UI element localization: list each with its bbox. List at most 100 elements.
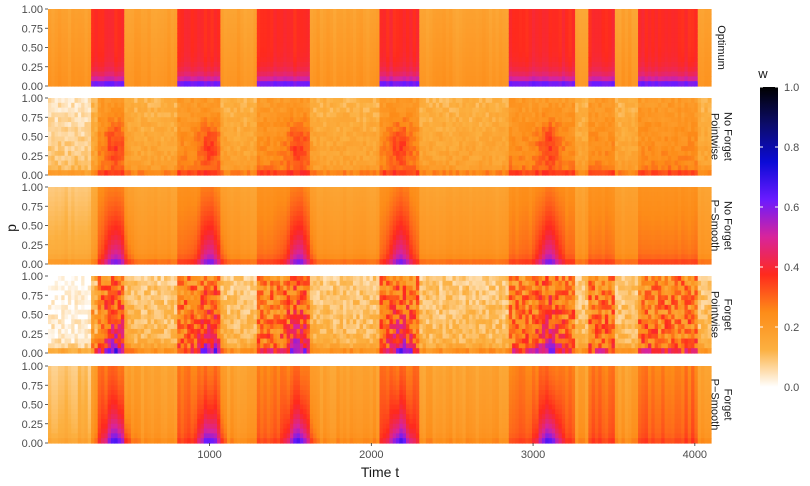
heatmap-cell bbox=[502, 81, 507, 87]
heatmap-cell bbox=[207, 61, 212, 68]
heatmap-cell bbox=[432, 61, 437, 68]
heatmap-cell bbox=[396, 18, 400, 25]
heatmap-cell bbox=[77, 37, 82, 44]
heatmap-cell bbox=[217, 76, 221, 82]
heatmap-cell bbox=[57, 81, 62, 87]
heatmap-cell bbox=[485, 37, 490, 44]
heatmap-cell bbox=[210, 28, 215, 34]
heatmap-cell bbox=[326, 37, 331, 44]
heatmap-cell bbox=[628, 33, 633, 39]
heatmap-cell bbox=[260, 47, 265, 53]
heatmap-cell bbox=[71, 76, 76, 82]
heatmap-cell bbox=[614, 28, 619, 34]
heatmap-cell bbox=[422, 28, 427, 34]
heatmap-cell bbox=[349, 61, 354, 68]
heatmap-cell bbox=[495, 18, 500, 25]
heatmap-cell bbox=[631, 57, 636, 63]
heatmap-cell bbox=[369, 57, 374, 63]
heatmap-cell bbox=[333, 52, 338, 58]
heatmap-cell bbox=[220, 76, 225, 82]
heatmap-cell bbox=[548, 66, 553, 73]
heatmap-cell bbox=[425, 71, 430, 77]
heatmap-cell bbox=[548, 61, 553, 68]
heatmap-cell bbox=[531, 71, 536, 77]
heatmap-cell bbox=[177, 37, 182, 44]
heatmap-cell bbox=[439, 61, 444, 68]
heatmap-cell bbox=[406, 23, 410, 29]
heatmap-cell bbox=[568, 81, 573, 87]
heatmap-cell bbox=[87, 18, 92, 25]
heatmap-cell bbox=[422, 81, 427, 87]
heatmap-cell bbox=[432, 33, 437, 39]
heatmap-cell bbox=[140, 37, 145, 44]
heatmap-cell bbox=[137, 13, 142, 20]
heatmap-cell bbox=[140, 71, 145, 77]
heatmap-cell bbox=[223, 33, 228, 39]
heatmap-cell bbox=[323, 42, 328, 49]
heatmap-cell bbox=[555, 37, 560, 44]
heatmap-cell bbox=[425, 18, 430, 25]
heatmap-cell bbox=[210, 47, 215, 53]
heatmap-cell bbox=[293, 52, 298, 58]
heatmap-cell bbox=[130, 57, 135, 63]
heatmap-cell bbox=[210, 23, 215, 29]
heatmap-cell bbox=[614, 9, 619, 15]
heatmap-cell bbox=[223, 9, 228, 15]
heatmap-cell bbox=[164, 61, 168, 68]
heatmap-cell bbox=[253, 81, 258, 87]
heatmap-cell bbox=[372, 37, 377, 44]
heatmap-cell bbox=[399, 33, 404, 39]
heatmap-cell bbox=[425, 23, 430, 29]
heatmap-cell bbox=[154, 33, 158, 39]
heatmap-cell bbox=[555, 52, 560, 58]
heatmap-cell bbox=[144, 33, 149, 39]
heatmap-cell bbox=[256, 18, 261, 25]
heatmap-cell bbox=[462, 33, 467, 39]
heatmap-cell bbox=[591, 23, 596, 29]
heatmap-cell bbox=[614, 13, 619, 20]
heatmap-cell bbox=[150, 18, 155, 25]
heatmap-cell bbox=[465, 57, 470, 63]
heatmap-cell bbox=[528, 81, 533, 87]
heatmap-cell bbox=[515, 57, 520, 63]
heatmap-cell bbox=[485, 47, 490, 53]
heatmap-cell bbox=[352, 71, 357, 77]
heatmap-cell bbox=[144, 42, 149, 49]
heatmap-cell bbox=[183, 57, 188, 63]
heatmap-cell bbox=[568, 61, 573, 68]
heatmap-cell bbox=[84, 13, 89, 20]
heatmap-cell bbox=[48, 9, 52, 15]
heatmap-cell bbox=[485, 9, 490, 15]
heatmap-cell bbox=[558, 28, 563, 34]
heatmap-cell bbox=[84, 9, 89, 15]
heatmap-cell bbox=[233, 61, 238, 68]
heatmap-cell bbox=[270, 42, 275, 49]
heatmap-cell bbox=[213, 37, 218, 44]
heatmap-cell bbox=[555, 13, 560, 20]
heatmap-cell bbox=[379, 47, 384, 53]
heatmap-cell bbox=[87, 33, 92, 39]
heatmap-cell bbox=[545, 47, 550, 53]
heatmap-cell bbox=[525, 37, 530, 44]
heatmap-cell bbox=[362, 47, 367, 53]
heatmap-cell bbox=[57, 47, 62, 53]
heatmap-cell bbox=[634, 42, 639, 49]
heatmap-cell bbox=[449, 13, 454, 20]
heatmap-cell bbox=[608, 66, 613, 73]
heatmap-cell bbox=[369, 42, 374, 49]
heatmap-cell bbox=[57, 37, 62, 44]
heatmap-cell bbox=[495, 28, 500, 34]
heatmap-cell bbox=[618, 9, 623, 15]
heatmap-cell bbox=[707, 76, 712, 82]
heatmap-cell bbox=[333, 81, 338, 87]
heatmap-cell bbox=[525, 76, 530, 82]
heatmap-cell bbox=[415, 61, 420, 68]
heatmap-cell bbox=[372, 13, 377, 20]
heatmap-cell bbox=[558, 47, 563, 53]
heatmap-cell bbox=[137, 61, 142, 68]
heatmap-cell bbox=[541, 18, 546, 25]
heatmap-cell bbox=[114, 81, 119, 87]
heatmap-cell bbox=[608, 61, 613, 68]
heatmap-cell bbox=[51, 23, 56, 29]
heatmap-cell bbox=[362, 81, 367, 87]
